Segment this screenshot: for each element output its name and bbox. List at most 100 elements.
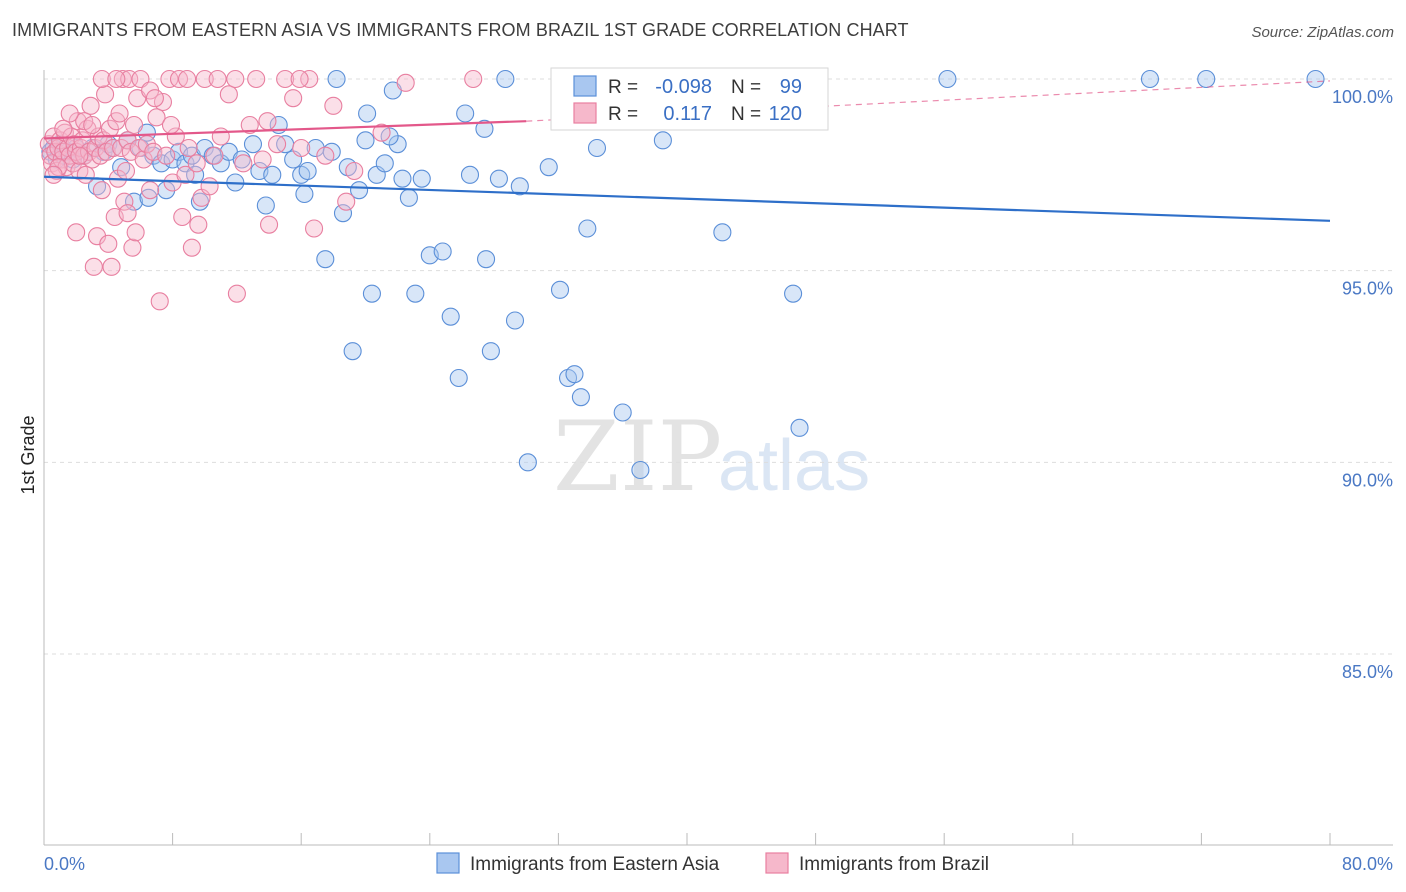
eastern-asia-point-67 — [489, 169, 508, 188]
brazil-point-82 — [234, 154, 253, 173]
series-brazil-points — [39, 69, 483, 311]
eastern-asia-point-64 — [460, 165, 480, 184]
chart-title: IMMIGRANTS FROM EASTERN ASIA VS IMMIGRAN… — [12, 20, 909, 40]
brazil-point-116 — [178, 69, 197, 89]
eastern-asia-point-84 — [790, 418, 809, 437]
eastern-asia-point-52 — [375, 154, 394, 173]
eastern-asia-point-49 — [356, 131, 375, 150]
brazil-point-47 — [115, 192, 134, 211]
brazil-point-81 — [227, 284, 246, 303]
eastern-asia-point-35 — [256, 196, 275, 215]
brazil-point-62 — [147, 108, 166, 127]
eastern-asia-point-85 — [938, 69, 957, 89]
eastern-asia-point-33 — [243, 135, 263, 154]
brazil-point-88 — [276, 69, 295, 89]
eastern-asia-point-98 — [295, 184, 314, 204]
brazil-point-99 — [464, 69, 483, 89]
brazil-point-90 — [292, 138, 311, 158]
watermark-atlas: atlas — [718, 426, 870, 506]
brazil-point-52 — [123, 238, 142, 257]
brazil-point-96 — [345, 161, 364, 181]
brazil-point-54 — [126, 223, 145, 242]
legend-swatch-pink — [573, 102, 597, 124]
brazil-point-104 — [60, 104, 79, 123]
eastern-asia-point-89 — [327, 69, 346, 89]
brazil-point-114 — [83, 115, 102, 135]
eastern-asia-point-63 — [456, 104, 475, 123]
series-legend-swatch-blue — [436, 852, 460, 874]
series-legend-label-pink: Immigrants from Brazil — [799, 854, 989, 875]
y-tick-label-90: 90.0% — [1342, 470, 1393, 490]
brazil-point-108 — [107, 69, 126, 89]
brazil-point-72 — [179, 138, 198, 158]
legend-n-value-pink: 120 — [769, 103, 802, 125]
legend-r-label-blue: R = — [608, 77, 638, 98]
brazil-point-66 — [160, 69, 179, 89]
legend-n-value-blue: 99 — [780, 76, 802, 98]
eastern-asia-point-57 — [406, 284, 425, 303]
brazil-point-91 — [300, 69, 319, 89]
series-legend-label-blue: Immigrants from Eastern Asia — [470, 854, 720, 875]
chart-source: Source: ZipAtlas.com — [1251, 24, 1394, 41]
brazil-point-118 — [290, 69, 309, 89]
brazil-point-87 — [268, 135, 287, 154]
eastern-asia-point-81 — [713, 223, 732, 242]
eastern-asia-point-90 — [496, 69, 515, 89]
eastern-asia-point-93 — [475, 119, 494, 138]
brazil-point-33 — [92, 181, 111, 200]
brazil-point-101 — [92, 69, 111, 89]
brazil-point-28 — [84, 257, 103, 276]
brazil-point-71 — [176, 165, 195, 184]
watermark-zip: ZIP — [553, 401, 722, 513]
eastern-asia-point-72 — [550, 280, 570, 299]
eastern-asia-point-55 — [393, 169, 412, 188]
brazil-point-105 — [67, 223, 86, 242]
brazil-point-58 — [134, 150, 153, 169]
legend-n-label-blue: N = — [731, 77, 761, 98]
legend-r-value-pink: 0.117 — [663, 103, 712, 125]
brazil-point-76 — [195, 69, 214, 89]
brazil-point-26 — [81, 96, 100, 115]
brazil-point-117 — [208, 69, 227, 89]
legend-box — [550, 67, 829, 131]
eastern-asia-point-58 — [412, 169, 431, 188]
eastern-asia-point-94 — [587, 138, 607, 158]
brazil-point-106 — [161, 115, 181, 135]
brazil-point-115 — [145, 89, 164, 108]
brazil-point-83 — [240, 115, 259, 135]
brazil-point-79 — [211, 127, 230, 146]
legend-r-value-blue: -0.098 — [655, 76, 712, 98]
legend-r-label-pink: R = — [608, 104, 638, 125]
eastern-asia-point-83 — [784, 284, 803, 303]
y-tick-labels: 85.0% 90.0% 95.0% 100.0% — [1332, 87, 1393, 682]
brazil-point-44 — [110, 104, 129, 123]
eastern-asia-point-92 — [358, 104, 377, 123]
y-tick-label-95: 95.0% — [1342, 279, 1393, 299]
eastern-asia-point-66 — [481, 342, 500, 361]
brazil-point-77 — [200, 177, 219, 196]
eastern-asia-point-71 — [539, 158, 558, 177]
y-tick-label-85: 85.0% — [1342, 662, 1393, 682]
eastern-asia-point-62 — [449, 368, 468, 388]
eastern-asia-point-96 — [186, 165, 205, 184]
brazil-point-48 — [116, 161, 136, 181]
eastern-asia-point-16 — [124, 192, 144, 211]
brazil-point-84 — [247, 69, 266, 89]
brazil-point-95 — [337, 192, 356, 211]
brazil-point-45 — [112, 138, 131, 158]
eastern-asia-point-88 — [1306, 69, 1325, 89]
eastern-asia-point-75 — [571, 388, 590, 407]
eastern-asia-point-74 — [565, 365, 584, 384]
brazil-point-92 — [305, 219, 324, 238]
y-tick-label-100: 100.0% — [1332, 87, 1393, 107]
brazil-point-86 — [259, 215, 279, 234]
brazil-point-35 — [96, 85, 115, 104]
eastern-asia-point-48 — [350, 181, 369, 200]
brazil-point-111 — [258, 112, 277, 131]
brazil-point-110 — [118, 204, 137, 223]
eastern-asia-point-56 — [399, 188, 418, 207]
series-legend-swatch-pink — [765, 852, 789, 874]
brazil-point-63 — [150, 292, 169, 311]
y-axis-label: 1st Grade — [18, 415, 38, 494]
